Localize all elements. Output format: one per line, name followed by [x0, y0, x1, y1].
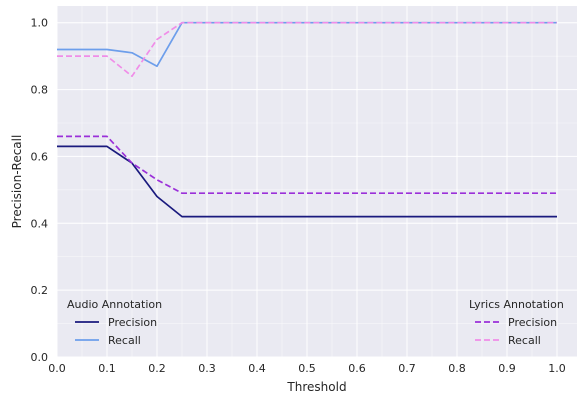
x-axis-label: Threshold	[286, 380, 346, 394]
legend-label: Precision	[508, 316, 557, 329]
tick-labels: 0.0 0.1 0.2 0.3 0.4 0.5 0.6 0.7 0.8 0.9 1.0 0.0 0.2 0…	[31, 17, 566, 375]
y-tick-label: 0.2	[31, 284, 49, 297]
y-tick-label: 0.8	[31, 84, 49, 97]
series-layer	[57, 21, 557, 218]
series-line-lyrics-precision	[57, 135, 557, 195]
grid	[56, 6, 577, 358]
series-line-lyrics-recall	[57, 21, 557, 78]
x-tick-label: 0.5	[298, 362, 316, 375]
series-line-audio-precision	[57, 145, 557, 218]
y-axis-label: Precision-Recall	[10, 135, 24, 229]
x-tick-label: 1.0	[548, 362, 566, 375]
x-tick-label: 0.3	[198, 362, 216, 375]
x-tick-label: 0.0	[48, 362, 66, 375]
y-tick-label: 1.0	[31, 17, 49, 30]
legend-bottom-right: Lyrics Annotation Precision Recall	[469, 298, 564, 347]
x-tick-label: 0.4	[248, 362, 266, 375]
legend-title: Lyrics Annotation	[469, 298, 564, 311]
plot-area	[57, 6, 577, 357]
x-tick-label: 0.7	[398, 362, 416, 375]
legend-bottom-left: Audio Annotation Precision Recall	[67, 298, 162, 347]
legend-label: Recall	[508, 334, 541, 347]
legend-label: Precision	[108, 316, 157, 329]
legend-title: Audio Annotation	[67, 298, 162, 311]
y-tick-label: 0.6	[31, 150, 49, 163]
x-tick-label: 0.1	[98, 362, 116, 375]
y-tick-label: 0.4	[31, 217, 49, 230]
x-tick-label: 0.9	[498, 362, 516, 375]
x-tick-label: 0.6	[348, 362, 366, 375]
y-tick-label: 0.0	[31, 351, 49, 364]
legend-label: Recall	[108, 334, 141, 347]
x-tick-label: 0.8	[448, 362, 466, 375]
x-tick-label: 0.2	[148, 362, 166, 375]
